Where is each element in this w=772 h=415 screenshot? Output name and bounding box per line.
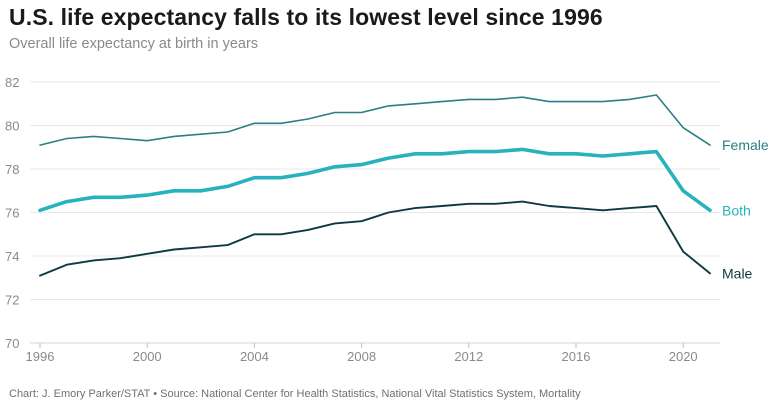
x-tick-label: 2016 <box>562 349 591 364</box>
y-tick-label: 82 <box>5 75 19 90</box>
y-tick-label: 76 <box>5 206 19 221</box>
series-label-female: Female <box>722 137 769 153</box>
series-labels: Female Both Male <box>722 137 769 281</box>
series-label-male: Male <box>722 265 753 281</box>
grid-lines <box>30 81 720 344</box>
y-tick-label: 80 <box>5 119 19 134</box>
x-tick-label: 1996 <box>26 349 55 364</box>
series-lines <box>38 94 712 277</box>
chart-subtitle: Overall life expectancy at birth in year… <box>9 36 259 52</box>
series-label-both: Both <box>722 202 751 218</box>
y-axis: 70 72 74 76 78 80 82 <box>5 75 19 351</box>
x-tick-label: 2012 <box>454 349 483 364</box>
x-tick-label: 2004 <box>240 349 269 364</box>
y-tick-label: 78 <box>5 162 19 177</box>
line-chart: 70 72 74 76 78 80 82 1996 2000 2004 2008 2012 2016 2… <box>5 75 769 364</box>
x-tick-label: 2000 <box>133 349 162 364</box>
x-tick-label: 2020 <box>669 349 698 364</box>
y-tick-label: 72 <box>5 293 19 308</box>
series-line-female <box>39 94 711 146</box>
series-line-both <box>38 147 712 213</box>
chart-source: Chart: J. Emory Parker/STAT • Source: Na… <box>9 388 581 400</box>
y-tick-label: 74 <box>5 249 19 264</box>
x-axis: 1996 2000 2004 2008 2012 2016 2020 <box>26 343 698 364</box>
y-tick-label: 70 <box>5 336 19 351</box>
x-tick-label: 2008 <box>347 349 376 364</box>
chart-title: U.S. life expectancy falls to its lowest… <box>9 4 603 30</box>
series-line-male <box>39 200 711 277</box>
